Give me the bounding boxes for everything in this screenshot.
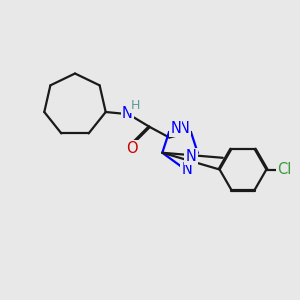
Text: N: N xyxy=(122,106,133,121)
Text: N: N xyxy=(186,149,196,164)
Text: H: H xyxy=(131,99,140,112)
Text: N: N xyxy=(170,121,181,136)
Text: O: O xyxy=(126,141,138,156)
Text: N: N xyxy=(179,121,190,136)
Text: N: N xyxy=(181,162,192,177)
Text: Cl: Cl xyxy=(277,162,292,177)
